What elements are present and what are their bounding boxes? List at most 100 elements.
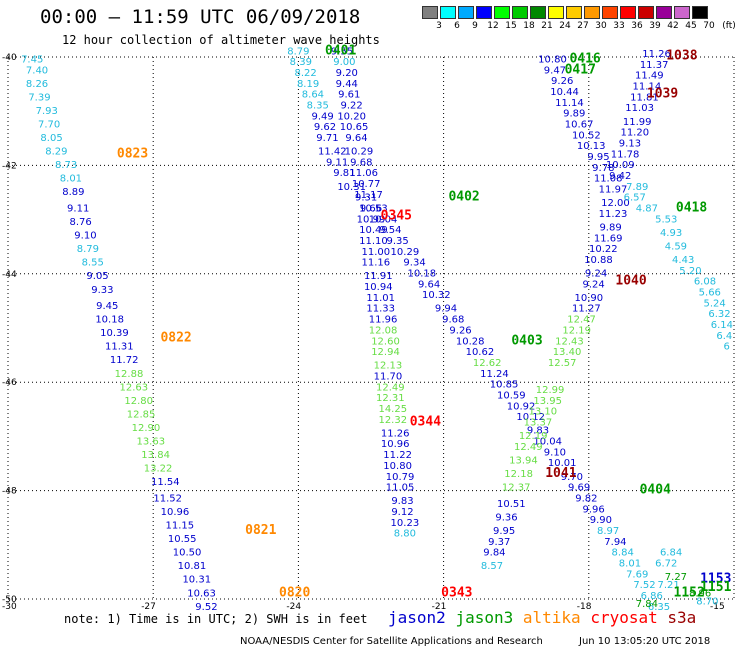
wave-height-value: 10.20 — [337, 111, 366, 122]
colorbar-label: 21 — [541, 21, 553, 31]
latitude-label: -50 — [2, 595, 17, 605]
wave-height-value: 10.18 — [407, 269, 436, 280]
colorbar-swatch — [656, 6, 672, 19]
wave-height-value: 10.13 — [577, 141, 606, 152]
wave-height-value: 11.16 — [362, 258, 391, 269]
wave-height-value: 13.40 — [553, 347, 582, 358]
wave-height-value: 7.52 — [633, 580, 655, 591]
wave-height-value: 8.70 — [696, 596, 718, 607]
wave-height-value: 11.10 — [359, 236, 388, 247]
wave-height-value: 11.08 — [594, 174, 623, 185]
wave-height-value: 11.26 — [642, 49, 671, 60]
wave-height-value: 10.62 — [466, 347, 495, 358]
wave-height-value: 10.51 — [497, 499, 526, 510]
wave-height-value: 9.68 — [350, 157, 372, 168]
wave-height-value: 6.35 — [648, 602, 670, 612]
wave-height-value: 9.10 — [74, 231, 96, 242]
wave-height-value: 13.22 — [144, 464, 173, 475]
colorbar-label: 6 — [454, 21, 460, 31]
wave-height-value: 10.77 — [352, 179, 381, 190]
wave-height-value: 7.45 — [21, 54, 43, 65]
wave-height-value: 11.31 — [105, 342, 134, 353]
wave-height-value: 9.54 — [379, 225, 401, 236]
pass-time-tag: 0822 — [160, 331, 191, 346]
wave-height-value: 8.79 — [287, 46, 309, 57]
longitude-label: -21 — [432, 602, 447, 612]
wave-height-value: 9.55 — [331, 46, 353, 57]
wave-height-value: 8.26 — [26, 79, 48, 90]
satellite-legend: jason2 jason3 altika cryosat s3a — [388, 608, 696, 627]
wave-height-value: 9.34 — [403, 258, 425, 269]
pass-time-tag: 1040 — [615, 274, 646, 289]
colorbar-label: 18 — [523, 21, 535, 31]
colorbar-swatch — [458, 6, 474, 19]
wave-height-value: 10.50 — [173, 548, 202, 559]
wave-height-value: 8.89 — [62, 187, 84, 198]
wave-height-value: 11.27 — [572, 304, 601, 315]
wave-height-value: 10.12 — [516, 412, 545, 423]
pass-time-tag: 1039 — [647, 87, 678, 102]
wave-height-value: 9.61 — [338, 90, 360, 101]
wave-height-value: 8.01 — [619, 558, 641, 569]
wave-height-value: 12.00 — [601, 198, 630, 209]
wave-height-value: 12.13 — [374, 361, 403, 372]
wave-height-value: 11.05 — [386, 483, 415, 494]
pass-time-tag: 0820 — [279, 585, 310, 600]
wave-height-value: 7.40 — [26, 65, 48, 76]
wave-height-value: 9.11 — [67, 203, 89, 214]
wave-height-value: 8.35 — [307, 100, 329, 111]
wave-height-value: 8.22 — [295, 68, 317, 79]
colorbar-swatch — [548, 6, 564, 19]
wave-height-value: 6 — [724, 342, 730, 353]
wave-height-value: 9.44 — [336, 79, 358, 90]
wave-height-value: 10.32 — [422, 290, 451, 301]
wave-height-value: 10.29 — [391, 247, 420, 258]
colorbar-swatch — [566, 6, 582, 19]
colorbar-swatch — [638, 6, 654, 19]
wave-height-value: 9.13 — [619, 138, 641, 149]
wave-height-value: 8.05 — [40, 133, 62, 144]
colorbar-swatch — [674, 6, 690, 19]
wave-height-value: 10.31 — [182, 575, 211, 586]
latitude-label: -40 — [2, 53, 17, 63]
colorbar-label: 15 — [505, 21, 517, 31]
wave-height-value: 9.49 — [311, 111, 333, 122]
colorbar-swatch — [494, 6, 510, 19]
colorbar-swatch — [692, 6, 708, 19]
pass-time-tag: 0416 — [569, 51, 600, 66]
wave-height-value: 9.47 — [544, 65, 566, 76]
colorbar-swatch — [422, 6, 438, 19]
wave-height-value: 9.24 — [583, 279, 605, 290]
wave-height-value: 9.83 — [391, 496, 413, 507]
wave-height-value: 10.52 — [572, 130, 601, 141]
wave-height-value: 10.90 — [574, 293, 603, 304]
wave-height-value: 4.59 — [665, 241, 687, 252]
credit-text: NOAA/NESDIS Center for Satellite Applica… — [240, 636, 543, 647]
wave-height-value: 12.31 — [376, 393, 405, 404]
wave-height-value: 9.31 — [355, 193, 377, 204]
wave-height-value: 6.86 — [641, 591, 663, 602]
wave-height-value: 10.22 — [589, 244, 618, 255]
wave-height-value: 8.80 — [394, 529, 416, 540]
wave-height-value: 8.97 — [597, 526, 619, 537]
wave-height-value: 9.64 — [418, 279, 440, 290]
wave-height-value: 7.89 — [626, 182, 648, 193]
wave-height-value: 6.08 — [694, 277, 716, 288]
wave-height-value: 12.37 — [502, 483, 531, 494]
wave-height-value: 10.94 — [364, 282, 393, 293]
wave-height-value: 11.69 — [594, 233, 623, 244]
pass-time-tag: 0345 — [381, 209, 412, 224]
footer-credit: NOAA/NESDIS Center for Satellite Applica… — [240, 636, 740, 647]
pass-time-tag: 1038 — [666, 49, 697, 64]
wave-height-value: 6.32 — [708, 309, 730, 320]
wave-height-value: 11.52 — [153, 493, 182, 504]
wave-height-value: 10.53 — [359, 203, 388, 214]
wave-height-value: 9.78 — [592, 163, 614, 174]
latitude-label: -48 — [2, 487, 17, 497]
wave-height-value: 9.71 — [316, 133, 338, 144]
wave-height-value: 11.23 — [599, 209, 628, 220]
colorbar-label: 42 — [667, 21, 679, 31]
wave-height-value: 9.95 — [587, 152, 609, 163]
pass-time-tag: 0401 — [325, 43, 356, 58]
wave-height-value: 13.37 — [524, 418, 553, 429]
